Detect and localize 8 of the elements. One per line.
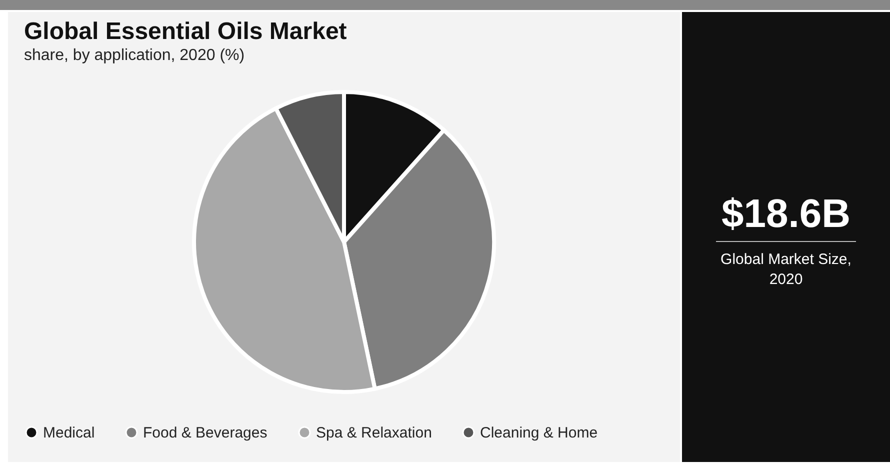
chart-title: Global Essential Oils Market xyxy=(24,18,347,45)
legend-label: Cleaning & Home xyxy=(480,424,598,442)
legend-label: Medical xyxy=(43,424,95,442)
legend-label: Spa & Relaxation xyxy=(316,424,432,442)
text: Global Market Size, 2020 xyxy=(720,250,852,290)
chart-subtitle: share, by application, 2020 (%) xyxy=(24,47,245,64)
legend-label: Food & Beverages xyxy=(143,424,268,442)
text: $18.6B xyxy=(716,192,856,242)
